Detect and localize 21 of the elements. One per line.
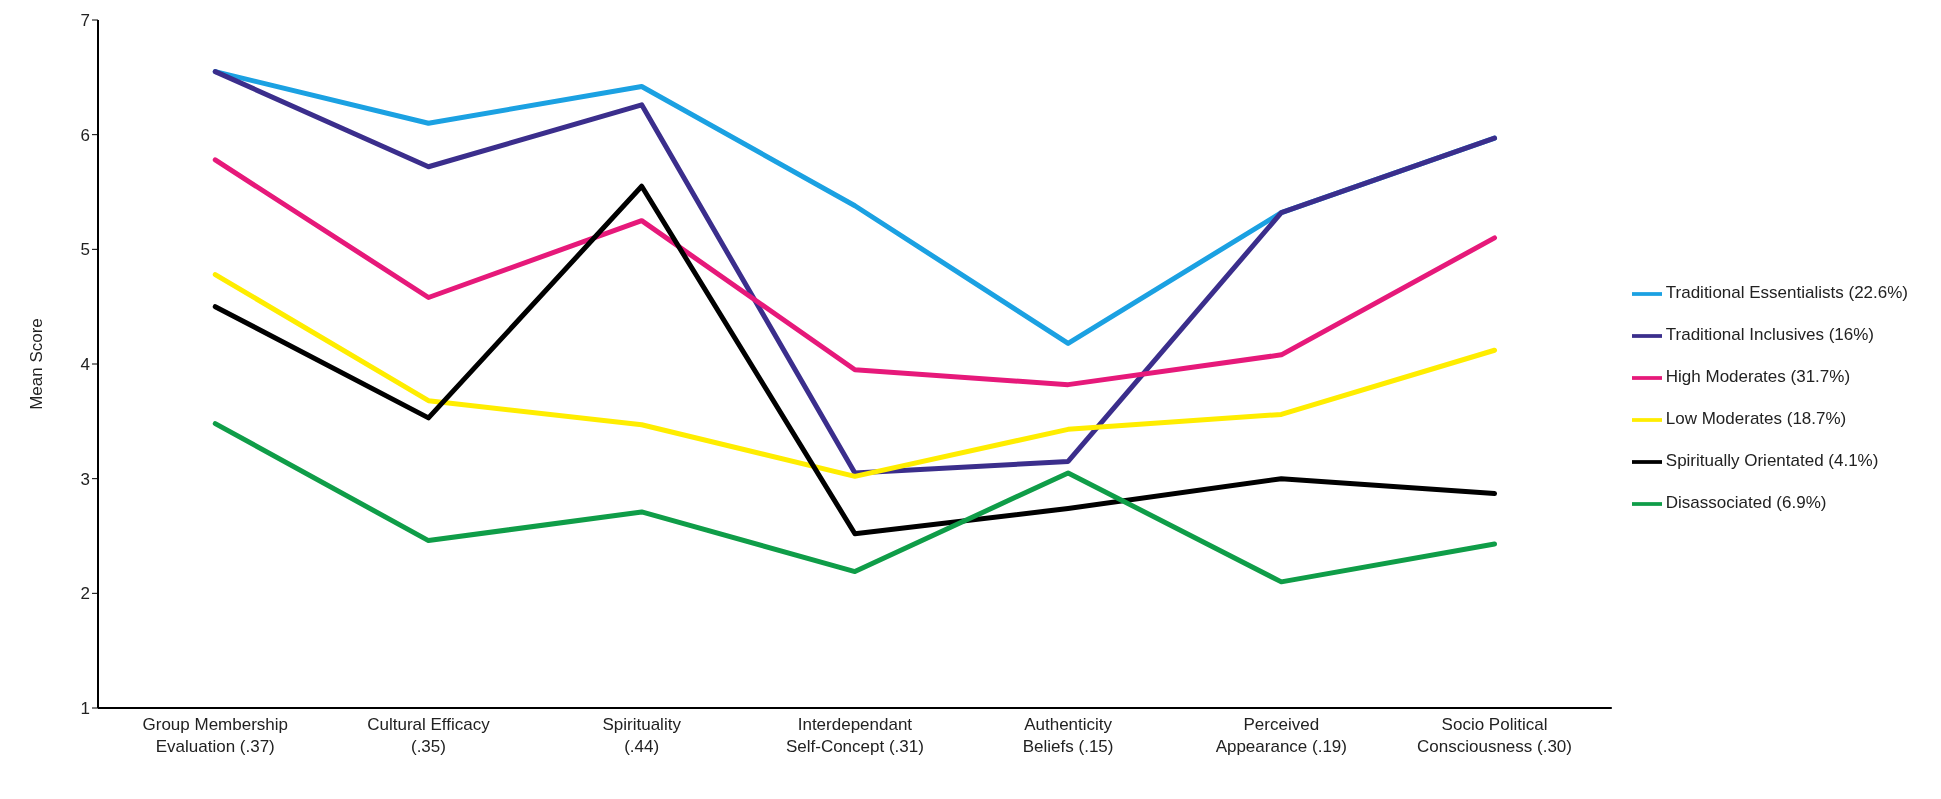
legend-label: Spiritually Orientated (4.1%): [1665, 451, 1879, 470]
y-axis-title: Mean Score: [27, 318, 47, 410]
legend-label: High Moderates (31.7%): [1665, 367, 1851, 386]
x-tick-label: Interdependant Self-Concept (.31): [785, 715, 924, 756]
y-tick-label: 7: [80, 11, 90, 31]
y-tick-label: 6: [80, 125, 90, 145]
y-tick-label: 4: [80, 355, 90, 375]
legend-label: Low Moderates (18.7%): [1665, 409, 1847, 428]
legend-label: Traditional Essentialists (22.6%): [1665, 283, 1908, 302]
x-tick-label: Socio Political Consciousness (.30): [1417, 715, 1573, 756]
x-tick-label: Perceived Appearance (.19): [1215, 715, 1348, 756]
x-tick-label: Authenticity Beliefs (.15): [1022, 715, 1114, 756]
y-tick-label: 2: [80, 584, 90, 604]
y-tick-label: 1: [80, 699, 90, 719]
x-tick-label: Group Membership Evaluation (.37): [142, 715, 289, 756]
legend-label: Disassociated (6.9%): [1665, 493, 1827, 512]
x-tick-label: Spirituality (.44): [602, 715, 682, 756]
y-tick-label: 3: [80, 469, 90, 489]
legend-label: Traditional Inclusives (16%): [1665, 325, 1874, 344]
y-tick-label: 5: [80, 240, 90, 260]
x-tick-label: Cultural Efficacy (.35): [367, 715, 491, 756]
